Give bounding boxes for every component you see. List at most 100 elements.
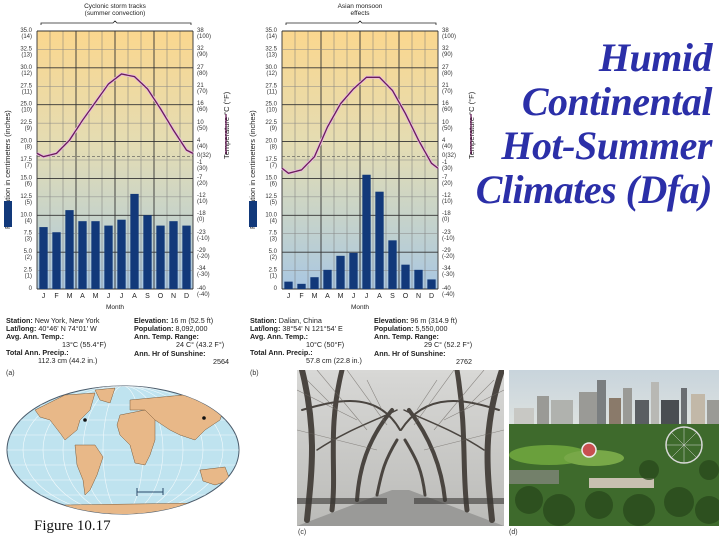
svg-text:(7): (7) — [270, 163, 277, 169]
svg-text:17.5: 17.5 — [265, 157, 277, 163]
svg-text:(50): (50) — [442, 126, 453, 132]
svg-text:-7: -7 — [197, 175, 203, 181]
precip-value: 112.3 cm (44.2 in.) — [38, 356, 98, 365]
svg-text:(11): (11) — [267, 89, 277, 95]
svg-text:Precipitation in centimeters (: Precipitation in centimeters (inches) — [248, 110, 257, 229]
svg-text:(6): (6) — [25, 181, 32, 187]
precip-bar — [182, 225, 191, 289]
svg-text:(9): (9) — [25, 126, 32, 132]
photo-c-svg — [297, 370, 504, 526]
panel-label-b: (b) — [250, 370, 259, 377]
avg-temp-value: 13°C (55.4°F) — [62, 340, 107, 349]
range-label: Ann. Temp. Range: — [134, 332, 199, 341]
svg-text:-40: -40 — [442, 286, 451, 292]
svg-text:M: M — [312, 293, 318, 300]
sunshine-value: 2762 — [456, 357, 472, 366]
svg-text:20.0: 20.0 — [20, 139, 32, 145]
svg-text:J: J — [287, 293, 291, 300]
svg-text:(40): (40) — [442, 144, 453, 150]
svg-text:-23: -23 — [442, 230, 451, 236]
svg-text:-12: -12 — [197, 193, 206, 199]
station-label: Station: — [6, 316, 33, 325]
precip-bar — [310, 277, 319, 289]
title-line-1: Humid — [598, 35, 713, 80]
svg-text:-7: -7 — [442, 175, 448, 181]
svg-text:16: 16 — [442, 101, 449, 107]
station-info-b: Station: Dalian, China Lat/long: 38°54' … — [250, 317, 480, 369]
figure-caption: Figure 10.17 — [34, 518, 111, 534]
svg-text:(6): (6) — [270, 181, 277, 187]
precip-bar — [91, 221, 100, 289]
svg-text:(4): (4) — [25, 218, 32, 224]
svg-text:J: J — [120, 293, 124, 300]
svg-text:N: N — [416, 293, 421, 300]
svg-text:0: 0 — [29, 286, 33, 292]
svg-text:10: 10 — [442, 120, 449, 126]
svg-text:-1: -1 — [442, 160, 448, 166]
svg-text:M: M — [67, 293, 73, 300]
latlong-label: Lat/long: — [6, 324, 37, 333]
svg-text:(100): (100) — [442, 34, 456, 40]
svg-text:N: N — [171, 293, 176, 300]
range-value: 24 C° (43.2 F°) — [176, 340, 225, 349]
svg-text:(20): (20) — [442, 181, 453, 187]
sunshine-label: Ann. Hr of Sunshine: — [134, 349, 206, 358]
svg-text:(1): (1) — [270, 274, 277, 280]
svg-text:7.5: 7.5 — [24, 231, 33, 237]
precip-label: Total Ann. Precip.: — [250, 348, 313, 357]
precip-bar — [323, 269, 332, 289]
svg-text:(-20): (-20) — [442, 254, 455, 260]
precip-bar — [375, 191, 384, 289]
population-label: Population: — [374, 324, 414, 333]
precip-bar — [284, 281, 293, 289]
precip-bar — [169, 221, 178, 289]
svg-text:J: J — [352, 293, 356, 300]
svg-text:30.0: 30.0 — [20, 65, 32, 71]
sunshine-value: 2564 — [213, 357, 229, 366]
avg-temp-value: 10°C (50°F) — [306, 340, 345, 349]
elevation-value: 16 m (52.5 ft) — [170, 316, 214, 325]
svg-text:22.5: 22.5 — [265, 120, 277, 126]
svg-text:(-20): (-20) — [197, 254, 210, 260]
svg-text:-40: -40 — [197, 286, 206, 292]
svg-text:30.0: 30.0 — [265, 65, 277, 71]
title-line-2: Continental — [521, 79, 713, 124]
latlong-label: Lat/long: — [250, 324, 281, 333]
svg-text:D: D — [184, 293, 189, 300]
climograph-dalian: Asian monsoon effects 35.0 (14) 32.5 (13) 30.0… — [245, 0, 485, 311]
precip-label: Total Ann. Precip.: — [6, 348, 69, 357]
precip-bar — [78, 221, 87, 289]
precip-bar — [336, 255, 345, 289]
svg-text:Precipitation in centimeters (: Precipitation in centimeters (inches) — [3, 110, 12, 229]
station-value: Dalian, China — [278, 316, 322, 325]
precip-value: 57.8 cm (22.8 in.) — [306, 356, 362, 365]
svg-text:(-10): (-10) — [442, 236, 455, 242]
population-label: Population: — [134, 324, 174, 333]
svg-text:15.0: 15.0 — [265, 175, 277, 181]
svg-text:(20): (20) — [197, 181, 208, 187]
precip-bar — [414, 269, 423, 289]
svg-text:10: 10 — [197, 120, 204, 126]
svg-text:(13): (13) — [21, 52, 32, 58]
latlong-value: 38°54' N 121°54' E — [282, 324, 343, 333]
svg-text:(summer convection): (summer convection) — [85, 10, 146, 17]
station-info-a: Station: New York, New York Lat/long: 40… — [6, 317, 236, 369]
svg-text:22.5: 22.5 — [20, 120, 32, 126]
svg-text:(14): (14) — [21, 34, 32, 40]
svg-text:(11): (11) — [22, 89, 32, 95]
precip-bar — [130, 193, 139, 289]
svg-text:O: O — [158, 293, 164, 300]
svg-text:15.0: 15.0 — [20, 175, 32, 181]
photo-label-c: (c) — [298, 529, 307, 536]
avg-temp-label: Avg. Ann. Temp.: — [250, 332, 309, 341]
svg-text:27.5: 27.5 — [265, 83, 277, 89]
svg-text:J: J — [107, 293, 111, 300]
svg-text:0(32): 0(32) — [442, 153, 456, 159]
svg-text:4: 4 — [197, 138, 201, 144]
svg-text:(10): (10) — [442, 199, 453, 205]
precip-bar — [297, 283, 306, 289]
precip-bar — [349, 252, 358, 289]
panel-label-a: (a) — [6, 370, 15, 377]
precip-bar — [388, 240, 397, 289]
